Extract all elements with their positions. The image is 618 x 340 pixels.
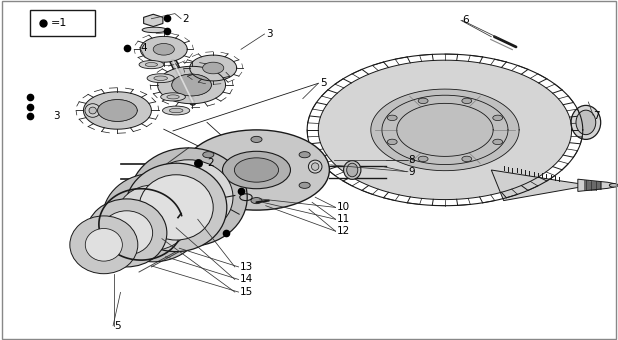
Ellipse shape: [103, 173, 204, 262]
Circle shape: [83, 92, 151, 129]
Circle shape: [299, 182, 310, 188]
Circle shape: [158, 66, 226, 104]
Circle shape: [98, 100, 137, 121]
Circle shape: [299, 152, 310, 158]
Text: 10: 10: [337, 202, 350, 212]
Text: 11: 11: [337, 214, 350, 224]
Circle shape: [203, 152, 214, 158]
Text: =1: =1: [51, 18, 67, 28]
Ellipse shape: [85, 104, 101, 117]
Circle shape: [462, 98, 472, 104]
Circle shape: [140, 36, 187, 62]
Text: 3: 3: [266, 29, 273, 39]
Circle shape: [203, 182, 214, 188]
Ellipse shape: [161, 93, 185, 101]
Ellipse shape: [344, 160, 361, 180]
Ellipse shape: [308, 160, 322, 173]
Text: 9: 9: [408, 167, 415, 177]
Circle shape: [387, 139, 397, 144]
Text: 2: 2: [207, 158, 214, 168]
Circle shape: [418, 98, 428, 104]
Text: 14: 14: [240, 274, 253, 285]
Ellipse shape: [571, 105, 601, 139]
Text: 7: 7: [593, 110, 600, 121]
Circle shape: [234, 158, 279, 182]
Circle shape: [203, 62, 224, 74]
Ellipse shape: [139, 175, 213, 240]
Polygon shape: [491, 170, 590, 201]
Polygon shape: [143, 14, 163, 27]
Ellipse shape: [311, 163, 319, 170]
Text: 5: 5: [114, 321, 121, 331]
Ellipse shape: [125, 163, 227, 252]
Circle shape: [190, 55, 237, 81]
Ellipse shape: [89, 107, 96, 114]
Circle shape: [184, 130, 329, 210]
Circle shape: [318, 60, 572, 200]
Text: 12: 12: [337, 226, 350, 236]
Circle shape: [222, 151, 290, 189]
Ellipse shape: [85, 228, 122, 261]
Text: 6: 6: [462, 15, 469, 26]
Ellipse shape: [169, 108, 183, 113]
Bar: [30, 10, 95, 36]
Circle shape: [493, 115, 502, 121]
Ellipse shape: [101, 211, 153, 255]
Circle shape: [371, 89, 519, 171]
Circle shape: [251, 136, 262, 142]
Ellipse shape: [347, 163, 358, 177]
Ellipse shape: [167, 95, 179, 99]
Circle shape: [172, 74, 211, 96]
Ellipse shape: [139, 61, 164, 69]
Circle shape: [153, 44, 174, 55]
Text: 13: 13: [240, 262, 253, 272]
Circle shape: [387, 115, 397, 121]
Ellipse shape: [154, 76, 167, 80]
Text: 3: 3: [53, 110, 60, 121]
Ellipse shape: [142, 27, 167, 33]
Polygon shape: [578, 179, 614, 191]
Circle shape: [251, 198, 262, 204]
Ellipse shape: [116, 185, 190, 250]
Ellipse shape: [147, 74, 174, 83]
Ellipse shape: [144, 160, 233, 235]
Ellipse shape: [87, 199, 167, 267]
Circle shape: [493, 139, 502, 144]
Ellipse shape: [163, 106, 190, 115]
Ellipse shape: [609, 184, 618, 187]
Text: 8: 8: [408, 155, 415, 165]
Circle shape: [418, 156, 428, 162]
Ellipse shape: [130, 148, 247, 246]
Ellipse shape: [70, 216, 138, 274]
Text: 4: 4: [141, 42, 148, 53]
Ellipse shape: [576, 110, 596, 135]
Text: 2: 2: [182, 14, 189, 24]
Text: 15: 15: [240, 287, 253, 297]
Circle shape: [462, 156, 472, 162]
Ellipse shape: [145, 63, 158, 67]
Text: 5: 5: [320, 78, 327, 88]
